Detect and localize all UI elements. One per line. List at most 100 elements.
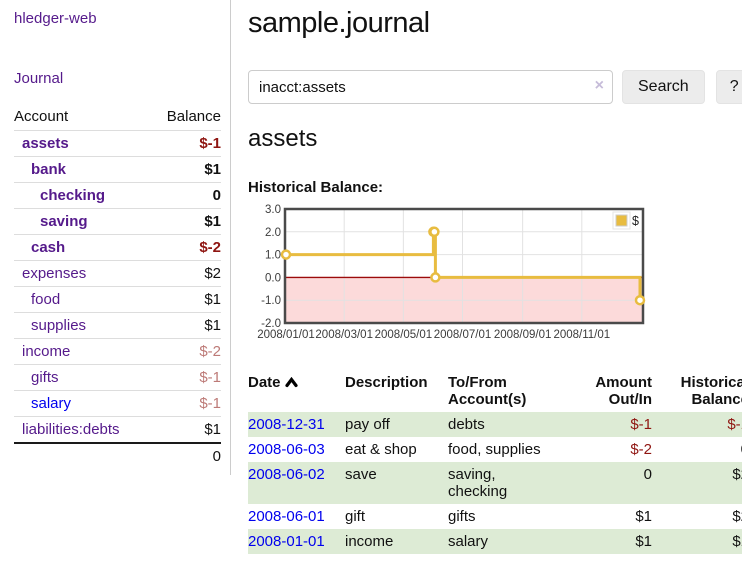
search-input[interactable] — [248, 70, 613, 104]
account-balance: $2 — [150, 260, 221, 287]
account-row: supplies $1 — [14, 312, 221, 339]
register-date-cell: 2008-01-01 — [248, 529, 345, 554]
register-description-cell: save — [345, 466, 377, 483]
account-link[interactable]: income — [22, 343, 71, 360]
account-row: food $1 — [14, 286, 221, 313]
register-amount-cell: $-1 — [630, 416, 652, 433]
account-row: bank $1 — [14, 156, 221, 183]
account-balance: $1 — [150, 416, 221, 443]
register-balance-cell: $2 — [732, 508, 742, 525]
svg-text:-1.0: -1.0 — [261, 295, 281, 307]
transaction-date-link[interactable]: 2008-01-01 — [248, 533, 325, 550]
svg-text:2008/11/01: 2008/11/01 — [553, 329, 610, 341]
account-row: checking 0 — [14, 182, 221, 209]
account-row: income $-2 — [14, 338, 221, 365]
account-balance: $-1 — [199, 135, 221, 152]
register-table: Date Description To/From Account(s) Amou… — [248, 372, 742, 554]
accounts-column-header: Account — [14, 104, 151, 131]
svg-text:0.0: 0.0 — [265, 272, 281, 284]
svg-text:2008/01/01: 2008/01/01 — [257, 329, 315, 341]
account-link[interactable]: expenses — [22, 265, 87, 282]
account-link[interactable]: checking — [40, 187, 106, 204]
account-row: expenses $2 — [14, 260, 221, 287]
register-amount-cell: $1 — [635, 508, 652, 525]
register-row: 2008-06-03 eat & shop food, supplies $-20 — [248, 437, 742, 462]
register-accounts-cell: debts — [448, 416, 485, 433]
register-amount-cell: 0 — [643, 466, 652, 483]
register-date-cell: 2008-12-31 — [248, 412, 345, 437]
total-row: 0 — [14, 442, 221, 469]
chart-title: Historical Balance: — [248, 179, 384, 196]
account-link[interactable]: salary — [31, 395, 72, 412]
register-balance-cell: $2 — [732, 466, 742, 483]
search-button[interactable]: Search — [622, 70, 705, 104]
account-balance: $1 — [150, 208, 221, 235]
account-row: gifts $-1 — [14, 364, 221, 391]
svg-text:$: $ — [632, 214, 639, 228]
account-link[interactable]: cash — [31, 239, 66, 256]
account-link[interactable]: gifts — [31, 369, 59, 386]
register-date-cell: 2008-06-02 — [248, 462, 345, 504]
svg-text:-2.0: -2.0 — [261, 318, 281, 330]
register-row: 2008-06-01 gift gifts $1 $2 — [248, 504, 742, 529]
svg-text:2.0: 2.0 — [265, 227, 281, 239]
account-link[interactable]: assets — [22, 135, 69, 152]
date-column-header[interactable]: Date — [248, 372, 345, 412]
account-balance: $1 — [150, 156, 221, 183]
search-form: × Search ? — [248, 70, 742, 104]
register-accounts-cell: gifts — [448, 508, 476, 525]
account-link[interactable]: bank — [31, 161, 67, 178]
svg-text:2008/03/01: 2008/03/01 — [315, 329, 373, 341]
register-description-cell: income — [345, 533, 394, 550]
account-link[interactable]: food — [31, 291, 61, 308]
register-balance-cell: $-1 — [727, 416, 742, 433]
account-row: liabilities:debts $1 — [14, 416, 221, 443]
balance-column-header: Balance — [150, 104, 221, 131]
amount-column-header: Amount Out/In — [595, 374, 652, 408]
description-column-header: Description — [345, 374, 428, 391]
register-description-cell: gift — [345, 508, 366, 525]
register-description-cell: pay off — [345, 416, 390, 433]
transaction-date-link[interactable]: 2008-06-03 — [248, 441, 325, 458]
register-row: 2008-12-31 pay off debts $-1 $-1 — [248, 412, 742, 437]
account-balance: $-1 — [150, 364, 221, 391]
svg-text:1.0: 1.0 — [265, 250, 281, 262]
historical-balance-column-header: Historical Balance — [680, 374, 742, 408]
transaction-date-link[interactable]: 2008-06-02 — [248, 466, 325, 483]
account-link[interactable]: saving — [40, 213, 88, 230]
account-balance: 0 — [150, 182, 221, 209]
transaction-date-link[interactable]: 2008-06-01 — [248, 508, 325, 525]
register-balance-cell: 0 — [653, 437, 742, 462]
account-balance: $1 — [150, 312, 221, 339]
account-row: assets $-1 — [14, 131, 221, 157]
account-balance: $-2 — [150, 234, 221, 261]
brand-link[interactable]: hledger-web — [14, 10, 97, 27]
sidebar: hledger-web Journal Account Balance asse… — [0, 0, 231, 475]
sidebar-item-journal[interactable]: Journal — [14, 70, 64, 87]
sort-ascending-icon — [284, 375, 298, 392]
clear-search-icon[interactable]: × — [594, 77, 604, 94]
register-amount-cell: $1 — [635, 533, 652, 550]
svg-text:3.0: 3.0 — [265, 204, 281, 216]
transaction-date-link[interactable]: 2008-12-31 — [248, 416, 325, 433]
help-button[interactable]: ? — [715, 70, 742, 104]
sidebar-accounts-table: Account Balance assets $-1 bank $1 checking 0… — [14, 104, 221, 469]
account-balance: $-1 — [150, 390, 221, 417]
register-accounts-cell: food, supplies — [448, 441, 541, 458]
account-balance: $-2 — [150, 338, 221, 365]
svg-text:2008/09/01: 2008/09/01 — [494, 329, 552, 341]
svg-text:2008/05/01: 2008/05/01 — [375, 329, 433, 341]
svg-text:2008/07/01: 2008/07/01 — [434, 329, 492, 341]
account-link[interactable]: liabilities:debts — [22, 421, 120, 438]
register-date-cell: 2008-06-03 — [248, 437, 345, 462]
register-row: 2008-01-01 income salary $1 $1 — [248, 529, 742, 554]
account-balance: $1 — [150, 286, 221, 313]
page-title: sample.journal — [248, 7, 430, 39]
account-link[interactable]: supplies — [31, 317, 87, 334]
register-accounts-cell: saving, checking — [448, 466, 508, 500]
accounts-column-header2: To/From Account(s) — [448, 374, 527, 408]
register-amount-cell: $-2 — [630, 441, 652, 458]
total-balance: 0 — [150, 442, 221, 469]
account-row: cash $-2 — [14, 234, 221, 261]
